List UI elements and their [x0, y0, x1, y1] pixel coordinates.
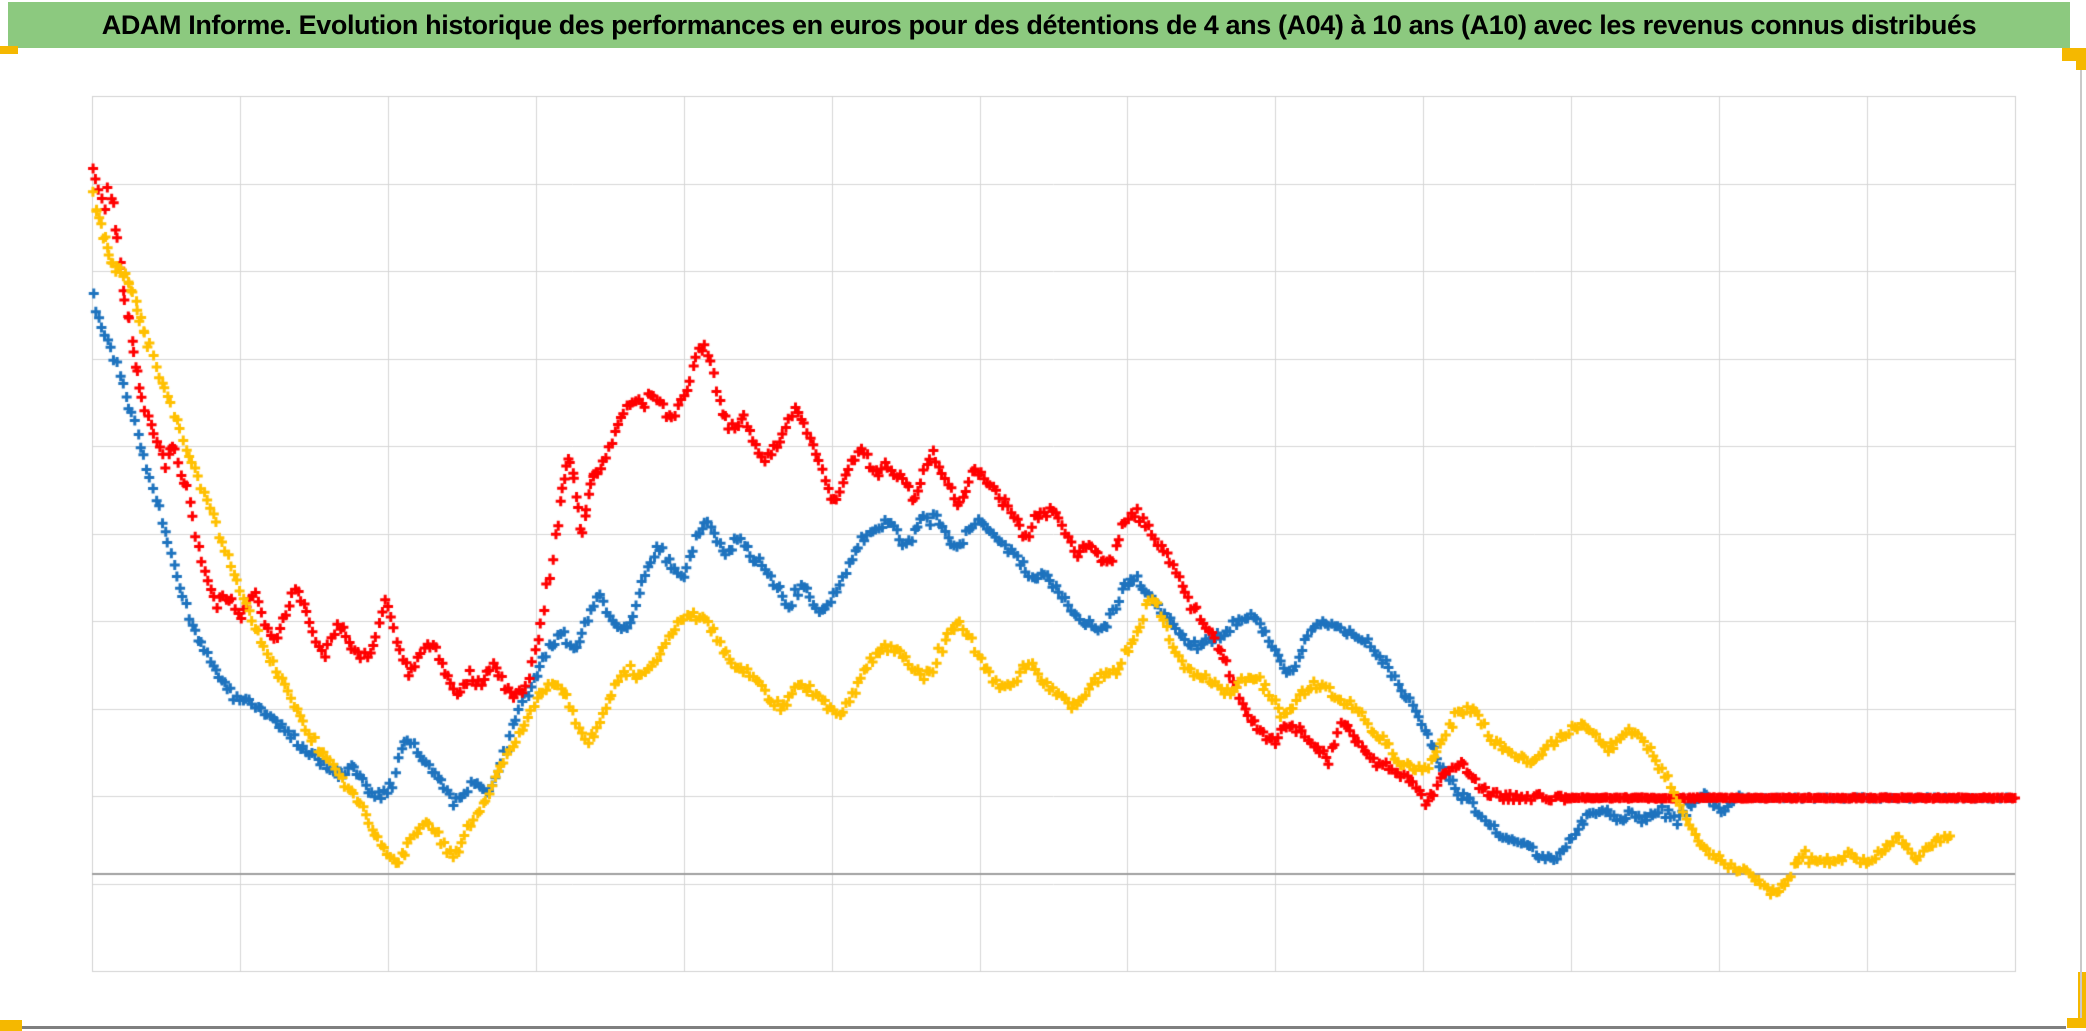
page-title: ADAM Informe. Evolution historique des p…: [101, 9, 1977, 40]
title-bar: ADAM Informe. Evolution historique des p…: [8, 2, 2070, 48]
chart-canvas: [0, 48, 2086, 1031]
performance-chart: [0, 48, 2086, 1031]
